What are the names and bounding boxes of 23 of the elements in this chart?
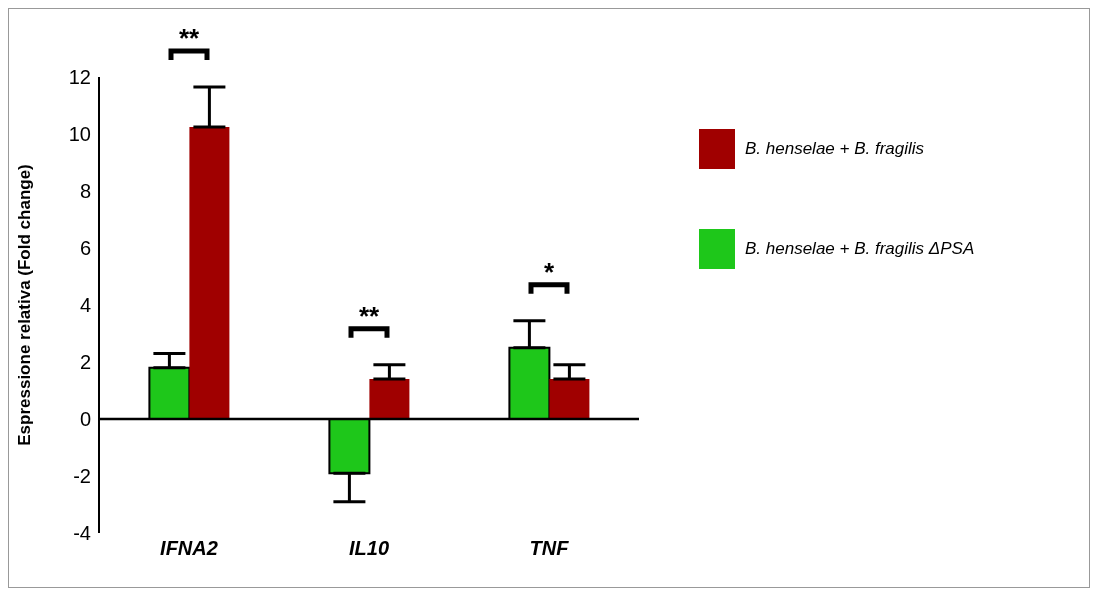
significance-bracket: ** (168, 22, 210, 60)
annotation: ** (358, 300, 380, 331)
y-tick-label: -4 (73, 522, 91, 545)
x-tick-label: IFNA2 (160, 537, 218, 560)
bar (369, 379, 410, 419)
y-tick-label: 12 (68, 66, 91, 89)
y-axis-title: Espressione relativa (Fold change) (15, 164, 35, 446)
y-tick-label: 4 (79, 294, 91, 317)
y-tick-label: 8 (79, 180, 91, 203)
y-tick-label: 2 (79, 351, 91, 374)
x-tick-label: IL10 (348, 537, 390, 560)
significance-bracket: ** (348, 300, 390, 338)
bar (549, 379, 590, 419)
x-tick-label: TNF (529, 537, 570, 560)
bar (189, 126, 230, 419)
legend-label: B. henselae + B. fragilis ΔPSA (745, 239, 975, 259)
y-tick-label: 6 (79, 237, 91, 260)
annotation: * (543, 256, 555, 287)
y-tick-label: -2 (73, 465, 91, 488)
legend-label: B. henselae + B. fragilis (745, 139, 925, 159)
significance-bracket: * (528, 256, 570, 294)
y-tick-label: 0 (79, 408, 91, 431)
y-tick-label: 10 (68, 123, 91, 146)
